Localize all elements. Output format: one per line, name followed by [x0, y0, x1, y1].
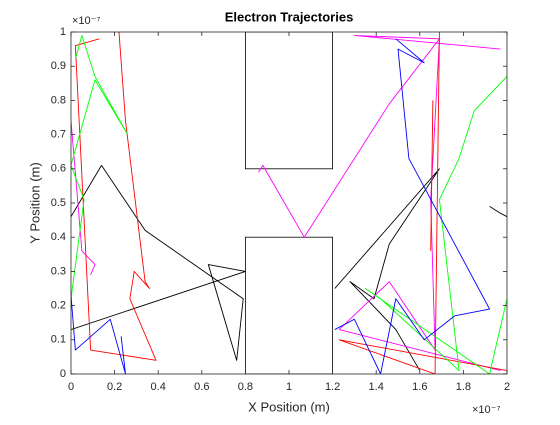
trajectory: [334, 168, 440, 371]
trajectory: [71, 120, 96, 275]
trajectory: [489, 206, 507, 218]
x-axis-label: X Position (m): [248, 399, 330, 414]
trajectory: [71, 34, 129, 299]
y-exponent: ×10⁻⁷: [72, 15, 100, 27]
trajectory: [338, 32, 507, 374]
region-box: [244, 236, 333, 374]
trajectory: [71, 295, 126, 374]
x-tick-label: 1: [286, 381, 292, 393]
trajectory: [258, 34, 501, 238]
plot-area: [71, 32, 507, 374]
y-tick-label: 0.6: [51, 163, 66, 175]
x-tick-label: 0: [68, 381, 74, 393]
x-tick-label: 0.8: [238, 381, 253, 393]
trajectory: [71, 164, 246, 361]
y-tick-label: 0.4: [51, 231, 66, 243]
region-box: [244, 32, 333, 170]
chart-title: Electron Trajectories: [225, 9, 354, 24]
trajectory: [334, 38, 491, 374]
y-tick-label: 0.2: [51, 300, 66, 312]
x-tick-label: 1.6: [412, 381, 427, 393]
y-tick-label: 0.9: [51, 60, 66, 72]
y-tick-label: 0.7: [51, 129, 66, 141]
x-tick-label: 1.2: [325, 381, 340, 393]
x-tick-label: 0.2: [107, 381, 122, 393]
y-tick-label: 1: [60, 26, 66, 38]
y-axis-label: Y Position (m): [27, 162, 42, 243]
y-tick-label: 0: [60, 368, 66, 380]
x-tick-label: 0.4: [151, 381, 166, 393]
x-tick-label: 1.8: [456, 381, 471, 393]
x-tick-label: 0.6: [194, 381, 209, 393]
trajectory: [430, 100, 434, 251]
y-tick-label: 0.3: [51, 265, 66, 277]
x-tick-label: 1.4: [369, 381, 384, 393]
x-tick-label: 2: [504, 381, 510, 393]
trajectory: [364, 76, 507, 374]
y-tick-label: 0.1: [51, 334, 66, 346]
x-exponent: ×10⁻⁷: [472, 404, 500, 416]
y-tick-label: 0.8: [51, 94, 66, 106]
y-tick-label: 0.5: [51, 197, 66, 209]
